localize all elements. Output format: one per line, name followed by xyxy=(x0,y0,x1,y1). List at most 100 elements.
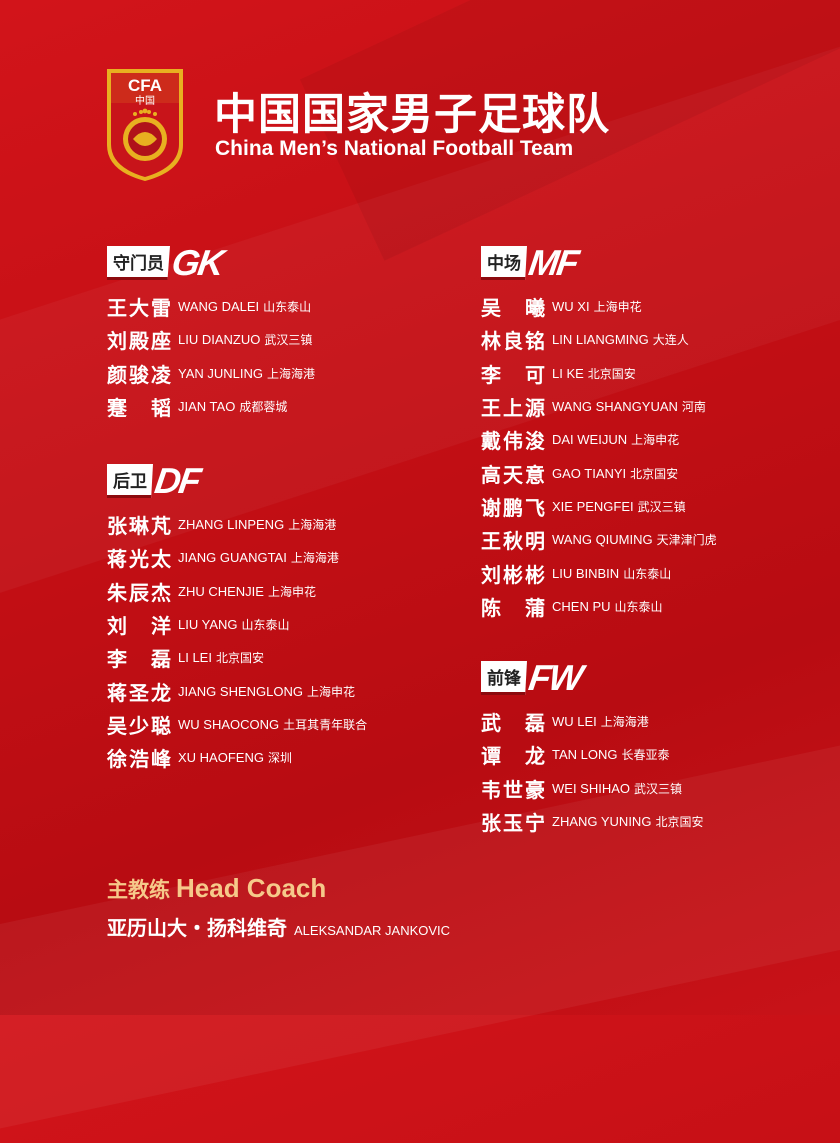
player-row: 蒋圣龙 JIANG SHENGLONG 上海申花 xyxy=(107,674,367,707)
player-row: 陈蒲 CHEN PU 山东泰山 xyxy=(481,590,717,623)
player-club: 上海海港 xyxy=(267,366,316,381)
player-name-cn: 徐浩峰 xyxy=(107,747,171,772)
player-row: 韦世豪 WEI SHIHAO 武汉三镇 xyxy=(481,772,703,805)
player-name-en: JIANG GUANGTAI xyxy=(178,550,287,566)
cfa-logo: CFA 中国 xyxy=(107,69,183,181)
player-row: 刘洋 LIU YANG 山东泰山 xyxy=(107,608,367,641)
player-club: 山东泰山 xyxy=(614,599,663,614)
player-row: 王大雷 WANG DALEI 山东泰山 xyxy=(107,290,315,323)
player-name-en: CHEN PU xyxy=(552,598,611,614)
player-club: 上海海港 xyxy=(600,715,649,730)
player-club: 北京国安 xyxy=(655,815,704,830)
player-name-cn: 张玉宁 xyxy=(481,811,545,836)
player-name-cn: 朱辰杰 xyxy=(107,580,171,605)
player-club: 武汉三镇 xyxy=(264,333,313,348)
section-code: GK xyxy=(169,242,225,283)
player-name-cn: 谭龙 xyxy=(481,744,545,769)
player-club: 山东泰山 xyxy=(623,566,672,581)
section-goalkeepers: 守门员 GK 王大雷 WANG DALEI 山东泰山 刘殿座 LIU DIANZ… xyxy=(107,242,315,423)
head-coach-name: 亚历山大・扬科维奇 ALEKSANDAR JANKOVIC xyxy=(107,912,450,941)
player-name-en: WU LEI xyxy=(552,714,597,730)
section-midfielders: 中场 MF 吴曦 WU XI 上海申花 林良铭 LIN LIANGMING 大连… xyxy=(481,242,717,623)
section-header-mf: 中场 MF xyxy=(481,242,717,283)
player-name-en: WEI SHIHAO xyxy=(552,780,631,796)
player-club: 山东泰山 xyxy=(263,300,312,315)
head-coach-label-cn: 主教练 xyxy=(107,878,170,902)
player-name-cn: 谢鹏飞 xyxy=(481,495,545,520)
player-name-en: WANG DALEI xyxy=(178,299,260,315)
player-club: 山东泰山 xyxy=(241,618,290,633)
player-row: 颜骏凌 YAN JUNLING 上海海港 xyxy=(107,357,315,390)
section-code: FW xyxy=(526,657,584,698)
player-name-cn: 王上源 xyxy=(481,396,545,421)
section-label-cn: 中场 xyxy=(481,246,527,280)
player-row: 林良铭 LIN LIANGMING 大连人 xyxy=(481,323,717,356)
head-coach-label-en: Head Coach xyxy=(176,873,327,903)
section-forwards: 前锋 FW 武磊 WU LEI 上海海港 谭龙 TAN LONG 长春亚泰 韦世… xyxy=(481,657,703,838)
section-code: MF xyxy=(526,242,580,283)
player-club: 河南 xyxy=(681,400,706,415)
player-name-en: LIU DIANZUO xyxy=(178,332,261,348)
player-name-cn: 王大雷 xyxy=(107,296,171,321)
player-name-en: JIAN TAO xyxy=(178,399,236,415)
page-title-cn: 中国国家男子足球队 xyxy=(214,90,610,140)
player-name-en: YAN JUNLING xyxy=(178,365,263,381)
player-row: 武磊 WU LEI 上海海港 xyxy=(481,705,703,738)
player-name-en: WU XI xyxy=(552,299,590,315)
player-row: 戴伟浚 DAI WEIJUN 上海申花 xyxy=(481,423,717,456)
head-coach-name-en: ALEKSANDAR JANKOVIC xyxy=(294,923,451,938)
player-name-en: LIU YANG xyxy=(178,617,238,633)
player-name-en: LI KE xyxy=(552,365,584,381)
player-club: 上海海港 xyxy=(288,518,337,533)
player-name-cn: 吴曦 xyxy=(481,296,545,321)
player-name-cn: 颜骏凌 xyxy=(107,362,171,387)
player-name-cn: 林良铭 xyxy=(481,329,545,354)
head-coach-name-cn: 亚历山大・扬科维奇 xyxy=(107,916,287,940)
section-header-df: 后卫 DF xyxy=(107,460,367,501)
player-name-en: WANG QIUMING xyxy=(552,532,653,548)
player-club: 上海申花 xyxy=(306,684,355,699)
player-row: 蒋光太 JIANG GUANGTAI 上海海港 xyxy=(107,541,367,574)
player-club: 长春亚泰 xyxy=(621,748,670,763)
player-row: 李磊 LI LEI 北京国安 xyxy=(107,641,367,674)
player-row: 徐浩峰 XU HAOFENG 深圳 xyxy=(107,741,367,774)
player-name-cn: 高天意 xyxy=(481,462,545,487)
player-row: 张玉宁 ZHANG YUNING 北京国安 xyxy=(481,805,703,838)
player-row: 吴曦 WU XI 上海申花 xyxy=(481,290,717,323)
player-club: 上海申花 xyxy=(593,300,642,315)
player-row: 朱辰杰 ZHU CHENJIE 上海申花 xyxy=(107,575,367,608)
section-label-cn: 后卫 xyxy=(107,464,153,498)
player-name-en: XU HAOFENG xyxy=(178,750,264,766)
player-club: 成都蓉城 xyxy=(239,400,288,415)
page-title-en: China Men’s National Football Team xyxy=(215,137,574,160)
player-club: 武汉三镇 xyxy=(634,781,683,796)
player-name-cn: 刘殿座 xyxy=(107,329,171,354)
player-row: 蹇韬 JIAN TAO 成都蓉城 xyxy=(107,390,315,423)
svg-text:中国: 中国 xyxy=(135,94,155,107)
player-name-en: ZHANG YUNING xyxy=(552,814,652,830)
player-row: 李可 LI KE 北京国安 xyxy=(481,357,717,390)
player-row: 谭龙 TAN LONG 长春亚泰 xyxy=(481,738,703,771)
player-name-en: DAI WEIJUN xyxy=(552,432,628,448)
section-label-cn: 前锋 xyxy=(481,661,527,695)
player-row: 吴少聪 WU SHAOCONG 土耳其青年联合 xyxy=(107,708,367,741)
player-name-cn: 张琳芃 xyxy=(107,514,171,539)
player-club: 北京国安 xyxy=(215,651,264,666)
player-name-cn: 韦世豪 xyxy=(481,777,545,802)
section-header-gk: 守门员 GK xyxy=(107,242,315,283)
player-club: 北京国安 xyxy=(587,366,636,381)
player-name-cn: 陈蒲 xyxy=(481,595,545,620)
player-name-en: LI LEI xyxy=(178,650,212,666)
player-row: 高天意 GAO TIANYI 北京国安 xyxy=(481,456,717,489)
player-club: 上海海港 xyxy=(290,551,339,566)
player-row: 张琳芃 ZHANG LINPENG 上海海港 xyxy=(107,508,367,541)
player-name-cn: 李磊 xyxy=(107,647,171,672)
player-row: 王上源 WANG SHANGYUAN 河南 xyxy=(481,390,717,423)
player-name-cn: 王秋明 xyxy=(481,529,545,554)
player-row: 谢鹏飞 XIE PENGFEI 武汉三镇 xyxy=(481,490,717,523)
section-label-cn: 守门员 xyxy=(107,246,170,280)
player-club: 天津津门虎 xyxy=(656,533,717,548)
player-name-cn: 刘彬彬 xyxy=(481,562,545,587)
player-club: 上海申花 xyxy=(631,433,680,448)
player-name-cn: 吴少聪 xyxy=(107,713,171,738)
